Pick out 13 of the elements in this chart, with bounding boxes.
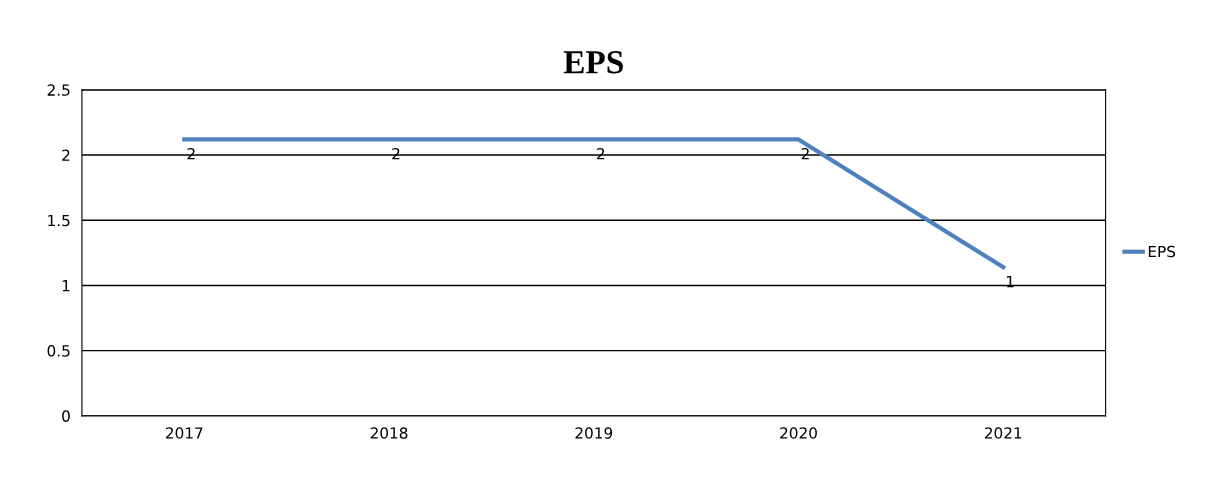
y-tick-label: 1.5 bbox=[48, 214, 70, 227]
x-tick-label: 2018 bbox=[370, 427, 408, 439]
y-tick-label: 0 bbox=[62, 410, 70, 422]
x-tick-label: 2021 bbox=[984, 427, 1022, 439]
legend-label: EPS bbox=[1148, 245, 1176, 258]
y-tick-label: 2.5 bbox=[47, 84, 70, 96]
y-tick-label: 0.5 bbox=[47, 345, 70, 357]
y-tick-label: 1 bbox=[62, 280, 70, 292]
y-tick-label: 2 bbox=[62, 149, 70, 161]
x-tick-label: 2020 bbox=[780, 427, 817, 439]
x-tick-label: 2019 bbox=[575, 427, 613, 439]
x-tick-label: 2017 bbox=[165, 427, 203, 439]
chart-title: EPS bbox=[563, 51, 623, 74]
